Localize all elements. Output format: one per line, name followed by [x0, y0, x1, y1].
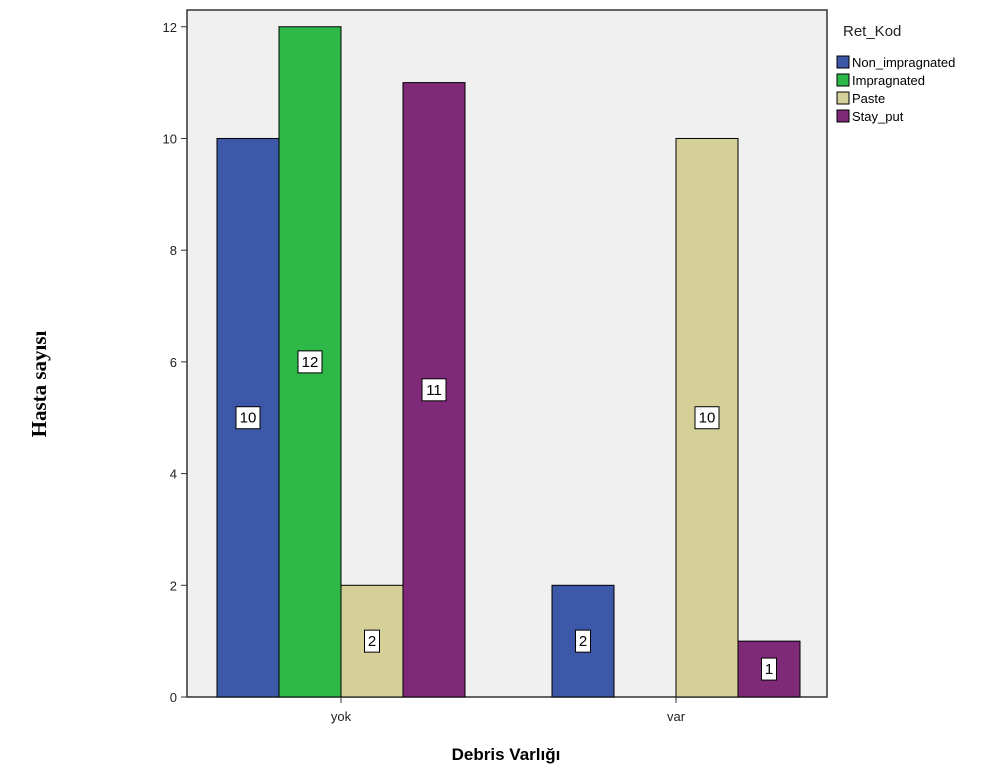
data-label: 10: [699, 410, 716, 427]
data-label: 2: [368, 633, 376, 650]
x-axis: yok var: [331, 697, 686, 724]
data-label-box: [297, 350, 323, 374]
x-tick-label: yok: [331, 709, 352, 724]
y-axis-title: Hasta sayısı: [27, 330, 51, 437]
legend: Ret_Kod Non_impragnated Impragnated Paste S…: [836, 23, 955, 124]
data-label: 12: [302, 354, 319, 371]
legend-label-impragnated: Impragnated: [852, 73, 925, 88]
data-label: 1: [765, 661, 773, 678]
data-label: 11: [426, 382, 442, 399]
x-tick-label: var: [667, 709, 686, 724]
bar-stay-put-var: [737, 640, 801, 698]
bars-layer: [216, 26, 801, 698]
legend-swatch-non-impragnated: [836, 55, 850, 69]
legend-label-non-impragnated: Non_impragnated: [852, 55, 955, 70]
y-tick-label: 8: [170, 243, 177, 258]
data-label-box: [364, 629, 380, 653]
y-tick-label: 4: [170, 467, 177, 482]
legend-label-stay-put: Stay_put: [852, 109, 904, 124]
data-label-box: [575, 629, 591, 653]
data-label-box: [694, 406, 720, 430]
y-axis: 0 2 4 6 8 10 12: [163, 20, 187, 705]
y-tick-label: 10: [163, 131, 177, 146]
data-label: 10: [240, 410, 257, 427]
x-axis-title: Debris Varlığı: [452, 745, 561, 764]
y-tick-label: 12: [163, 20, 177, 35]
data-label-box: [421, 378, 447, 402]
data-label-box: [235, 406, 261, 430]
legend-label-paste: Paste: [852, 91, 885, 106]
data-label-box: [761, 657, 777, 681]
data-label: 2: [579, 633, 587, 650]
legend-swatch-stay-put: [836, 109, 850, 123]
y-tick-label: 2: [170, 578, 177, 593]
y-tick-label: 6: [170, 355, 177, 370]
y-tick-label: 0: [170, 690, 177, 705]
legend-title: Ret_Kod: [843, 23, 901, 40]
legend-swatch-impragnated: [836, 73, 850, 87]
legend-swatch-paste: [836, 91, 850, 105]
